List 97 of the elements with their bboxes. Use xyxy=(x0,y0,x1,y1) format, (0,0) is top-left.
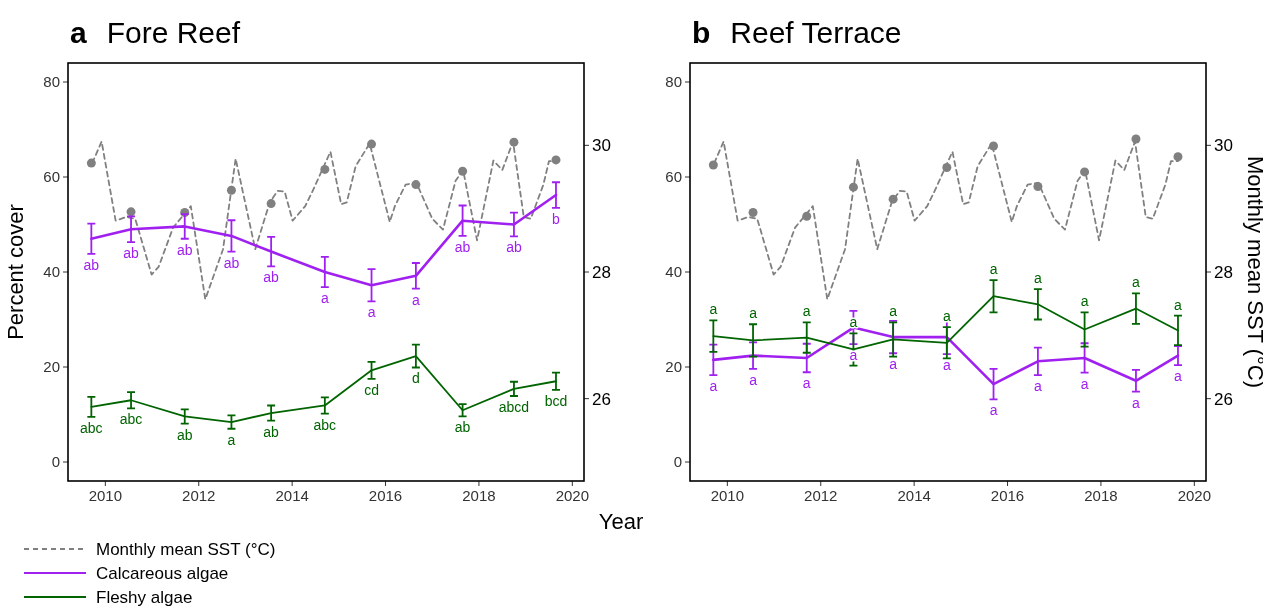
x-tick-label: 2012 xyxy=(804,487,838,504)
point xyxy=(989,141,999,151)
point xyxy=(126,207,136,217)
data-label: a xyxy=(1080,293,1089,310)
y2-tick-label: 30 xyxy=(592,136,611,156)
point xyxy=(509,137,519,147)
point xyxy=(1033,182,1043,191)
data-label: ab xyxy=(176,426,193,443)
point xyxy=(748,207,758,217)
chart-title: b Reef Terrace xyxy=(692,16,902,49)
data-label: a xyxy=(709,378,718,395)
point xyxy=(848,182,858,192)
x-tick-label: 2020 xyxy=(555,487,590,504)
y-axis-title: Percent cover xyxy=(3,204,28,340)
data-label: a xyxy=(709,301,718,318)
data-label: a xyxy=(1174,368,1183,385)
data-label: ab xyxy=(176,241,193,258)
point xyxy=(802,211,812,221)
data-label: a xyxy=(411,291,420,308)
data-label: cd xyxy=(364,381,379,398)
point xyxy=(320,164,330,174)
x-tick-label: 2010 xyxy=(88,487,123,504)
data-label: a xyxy=(989,261,998,278)
point xyxy=(942,163,952,172)
point xyxy=(367,139,377,149)
y-tick-label: 0 xyxy=(51,453,60,470)
point xyxy=(888,194,898,204)
legend-label: Monthly mean SST (°C) xyxy=(96,540,276,559)
x-tick-label: 2010 xyxy=(710,487,745,504)
data-label: a xyxy=(802,303,811,320)
point xyxy=(458,166,468,176)
point xyxy=(708,160,718,170)
x-tick-label: 2018 xyxy=(462,487,496,504)
data-label: a xyxy=(1132,394,1141,411)
y2-tick-label: 26 xyxy=(592,389,611,409)
point xyxy=(411,180,421,190)
data-label: a xyxy=(749,371,758,388)
data-label: ab xyxy=(454,419,471,436)
data-label: a xyxy=(1080,375,1089,392)
data-label: ab xyxy=(506,239,522,256)
y-tick-label: 40 xyxy=(43,263,60,280)
point xyxy=(1080,167,1090,177)
data-label: a xyxy=(889,356,898,373)
y2-tick-label: 26 xyxy=(1214,389,1233,409)
x-tick-label: 2014 xyxy=(897,487,931,504)
data-label: a xyxy=(1132,274,1141,291)
data-label: a xyxy=(1033,378,1042,395)
legend-label: Fleshy algae xyxy=(96,588,193,607)
data-label: ab xyxy=(83,256,100,273)
data-label: ab xyxy=(123,245,140,262)
y2-tick-label: 28 xyxy=(1214,263,1233,282)
data-label: a xyxy=(320,290,329,307)
x-axis-title: Year xyxy=(598,509,644,534)
data-label: a xyxy=(749,305,758,322)
y2-tick-label: 30 xyxy=(1214,136,1233,156)
y-tick-label: 80 xyxy=(43,73,60,90)
chart-title: a Fore Reef xyxy=(70,16,241,49)
data-label: ab xyxy=(263,423,280,440)
data-label: abc xyxy=(313,416,337,433)
data-label: abcd xyxy=(498,398,530,415)
data-label: a xyxy=(1033,270,1042,287)
x-tick-label: 2020 xyxy=(1177,487,1212,504)
y-tick-label: 20 xyxy=(43,358,60,375)
data-label: a xyxy=(942,357,951,374)
data-label: ab xyxy=(263,269,280,286)
x-tick-label: 2014 xyxy=(275,487,309,504)
data-label: a xyxy=(227,431,236,448)
data-label: abc xyxy=(80,419,103,436)
point xyxy=(266,199,276,209)
y-tick-label: 40 xyxy=(665,263,682,280)
data-label: b xyxy=(552,210,561,227)
data-label: ab xyxy=(223,254,240,271)
data-label: a xyxy=(889,303,898,320)
data-label: a xyxy=(802,375,811,392)
data-label: a xyxy=(989,402,998,419)
data-label: a xyxy=(367,304,376,321)
y-tick-label: 60 xyxy=(43,168,60,185)
legend-label: Calcareous algae xyxy=(96,564,229,583)
point xyxy=(1173,152,1183,162)
data-label: bcd xyxy=(544,392,568,409)
data-label: d xyxy=(411,370,420,387)
x-tick-label: 2016 xyxy=(368,487,403,504)
x-tick-label: 2018 xyxy=(1084,487,1118,504)
data-label: a xyxy=(1174,296,1183,313)
data-label: ab xyxy=(454,238,471,255)
y-tick-label: 0 xyxy=(673,453,682,470)
y-tick-label: 60 xyxy=(665,168,682,185)
x-tick-label: 2016 xyxy=(990,487,1025,504)
point xyxy=(1131,134,1141,144)
y-tick-label: 80 xyxy=(665,73,682,90)
data-label: abc xyxy=(119,411,143,428)
x-tick-label: 2012 xyxy=(182,487,216,504)
y2-tick-label: 28 xyxy=(592,263,611,282)
point xyxy=(551,155,561,165)
y-tick-label: 20 xyxy=(665,358,682,375)
point xyxy=(226,185,236,195)
point xyxy=(86,158,96,168)
